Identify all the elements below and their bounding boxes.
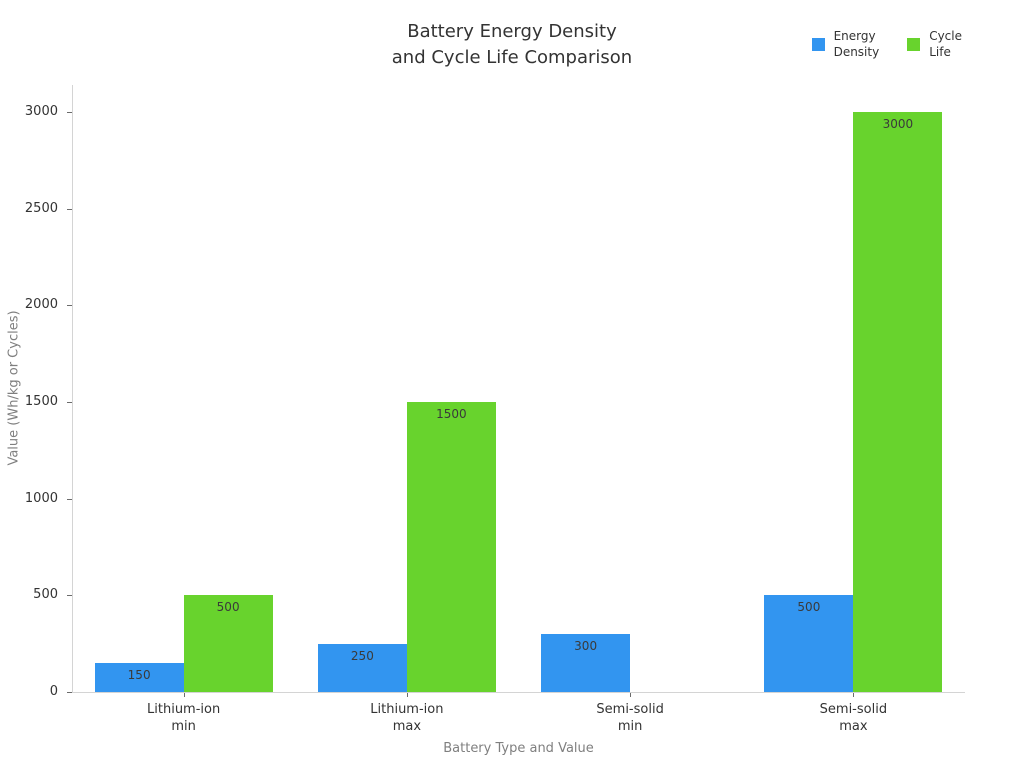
x-tick-label-line: max xyxy=(392,719,422,734)
x-tick-mark xyxy=(630,693,632,697)
x-tick-label-line: max xyxy=(839,719,868,734)
chart-title-line2: and Cycle Life Comparison xyxy=(391,47,633,68)
x-tick-label: Semi-solid min xyxy=(540,701,720,735)
bar xyxy=(94,663,184,692)
bar-value-label: 500 xyxy=(216,600,240,615)
y-tick-label: 1500 xyxy=(24,394,58,409)
bar xyxy=(317,643,407,692)
bar-value-label: 300 xyxy=(574,639,598,653)
y-tick-mark xyxy=(67,498,72,500)
x-tick-mark xyxy=(853,693,855,697)
y-tick-label: 2500 xyxy=(24,200,58,216)
y-tick-mark xyxy=(67,402,72,403)
bar xyxy=(853,112,943,692)
x-tick-label-line: min xyxy=(617,719,643,734)
y-tick-label: 500 xyxy=(33,587,58,603)
legend-swatch-cycle-life-icon xyxy=(907,37,921,51)
y-axis-spine xyxy=(72,85,73,692)
x-tick-label: Lithium-ion min xyxy=(94,701,274,735)
x-tick-label-line: Semi-solid xyxy=(819,702,888,717)
x-tick-mark xyxy=(406,693,408,697)
y-tick-mark xyxy=(67,208,72,210)
x-tick-label-line: Lithium-ion xyxy=(370,702,444,717)
y-tick-mark xyxy=(67,305,72,307)
y-tick-label: 2000 xyxy=(24,297,58,313)
x-axis-title: Battery Type and Value xyxy=(443,741,594,756)
bar-value-label: 500 xyxy=(797,600,821,615)
bar-value-label: 150 xyxy=(127,668,151,682)
legend-item-cycle-life: Cycle Life xyxy=(907,28,962,60)
bar xyxy=(541,634,631,692)
x-tick-mark xyxy=(183,693,185,697)
x-tick-label: Semi-solid max xyxy=(763,701,943,735)
bar-value-label: 1500 xyxy=(436,407,467,421)
bar xyxy=(183,595,273,692)
bar xyxy=(406,402,496,692)
x-tick-label: Lithium-ion max xyxy=(317,701,497,735)
x-tick-label-line: min xyxy=(171,719,196,734)
x-tick-label-line: Semi-solid xyxy=(596,702,664,717)
legend-label-cycle-life: Cycle Life xyxy=(929,29,962,59)
legend: Energy Density Cycle Life xyxy=(811,28,962,60)
bar-value-label: 3000 xyxy=(882,117,914,131)
legend-swatch-energy-density-icon xyxy=(811,37,825,51)
bar xyxy=(764,595,854,692)
x-axis-spine xyxy=(72,692,965,693)
chart-title: Battery Energy Density and Cycle Life Co… xyxy=(0,19,1024,71)
y-tick-mark xyxy=(67,692,72,693)
x-tick-label-line: Lithium-ion xyxy=(147,702,221,717)
legend-label-energy-density: Energy Density xyxy=(833,29,880,59)
y-tick-mark xyxy=(67,595,72,597)
y-tick-label: 1000 xyxy=(24,490,58,506)
bar-value-label: 250 xyxy=(350,648,374,663)
legend-item-energy-density: Energy Density xyxy=(811,28,880,60)
y-tick-label: 0 xyxy=(49,684,58,699)
y-tick-label: 3000 xyxy=(24,104,58,119)
chart-title-line1: Battery Energy Density xyxy=(407,21,617,42)
y-tick-mark xyxy=(67,112,72,113)
